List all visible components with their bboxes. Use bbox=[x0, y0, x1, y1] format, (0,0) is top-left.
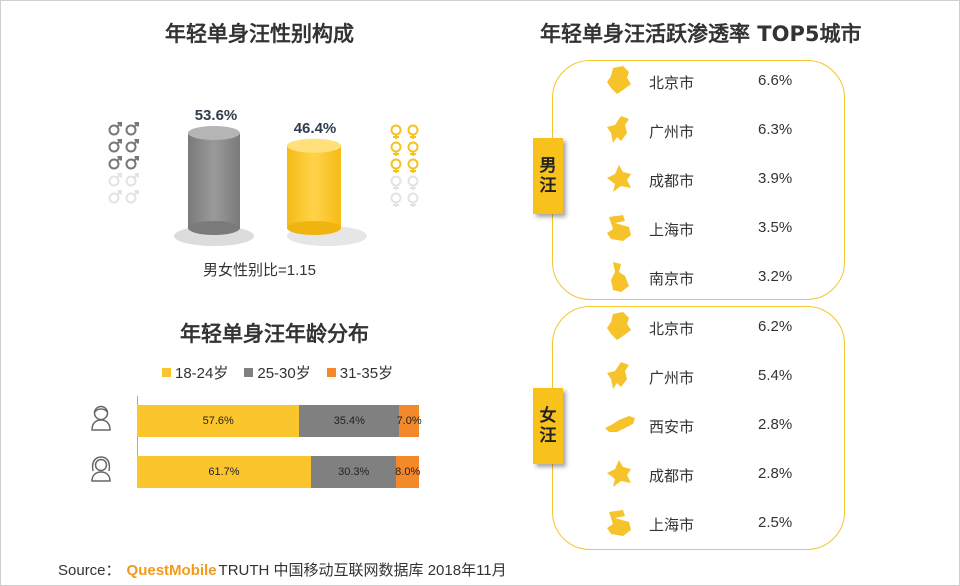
age-legend: 18-24岁 25-30岁 31-35岁 bbox=[162, 362, 393, 383]
sex-ratio-label: 男女性别比=1.15 bbox=[203, 262, 316, 279]
age-bar-male: 57.6% 35.4% 7.0% bbox=[137, 405, 422, 437]
female-city-row: 广州市 5.4% bbox=[553, 357, 843, 397]
female-symbol-icon bbox=[407, 158, 419, 173]
male-symbol-icon bbox=[108, 173, 122, 187]
age-bar-female: 61.7% 30.3% 8.0% bbox=[137, 456, 420, 488]
beijing-map-icon bbox=[607, 66, 631, 94]
male-city-row: 上海市 3.5% bbox=[553, 209, 843, 249]
gender-chart: 53.6% 46.4% bbox=[174, 107, 367, 246]
male-symbol-icon bbox=[125, 122, 139, 136]
age-axis-line bbox=[137, 396, 138, 488]
male-person-icon bbox=[91, 405, 111, 431]
chengdu-map-icon bbox=[607, 165, 631, 192]
shanghai-map-icon bbox=[607, 510, 631, 536]
gender-title: 年轻单身汪性别构成 bbox=[165, 22, 354, 46]
male-city-row: 南京市 3.2% bbox=[553, 258, 843, 298]
male-city-row: 成都市 3.9% bbox=[553, 160, 843, 200]
legend-item-31-35: 31-35岁 bbox=[326, 362, 393, 383]
female-symbols bbox=[390, 124, 419, 207]
age-seg-male-31-35: 7.0% bbox=[397, 405, 422, 437]
male-pct-label: 53.6% bbox=[195, 107, 238, 124]
female-person-icon bbox=[91, 456, 111, 482]
male-symbol-icon bbox=[108, 156, 122, 170]
guangzhou-map-icon bbox=[607, 116, 629, 143]
male-tag: 男汪 bbox=[533, 138, 563, 214]
age-seg-male-25-30: 35.4% bbox=[299, 405, 400, 437]
male-city-row: 北京市 6.6% bbox=[553, 62, 843, 102]
female-tag: 女汪 bbox=[533, 388, 563, 464]
female-bar bbox=[287, 138, 341, 235]
city-name: 南京市 bbox=[649, 270, 695, 288]
source-brand: QuestMobile bbox=[126, 562, 217, 579]
male-symbols bbox=[108, 122, 139, 204]
female-city-row: 上海市 2.5% bbox=[553, 504, 843, 544]
city-name: 北京市 bbox=[649, 74, 695, 92]
city-pct: 6.2% bbox=[758, 318, 793, 335]
cities-title: 年轻单身汪活跃渗透率 TOP5城市 bbox=[540, 22, 862, 46]
city-name: 广州市 bbox=[649, 369, 695, 387]
city-pct: 2.8% bbox=[758, 416, 793, 433]
female-symbol-icon bbox=[390, 192, 402, 207]
age-seg-male-18-24: 57.6% bbox=[137, 405, 300, 437]
female-pct-label: 46.4% bbox=[294, 120, 337, 137]
city-pct: 6.6% bbox=[758, 72, 793, 89]
city-name: 成都市 bbox=[649, 172, 695, 190]
female-symbol-icon bbox=[407, 175, 419, 190]
city-pct: 2.5% bbox=[758, 514, 793, 531]
shanghai-map-icon bbox=[607, 215, 631, 241]
female-symbol-icon bbox=[390, 141, 402, 156]
female-symbol-icon bbox=[407, 141, 419, 156]
male-city-row: 广州市 6.3% bbox=[553, 111, 843, 151]
city-pct: 5.4% bbox=[758, 367, 793, 384]
source-text: TRUTH 中国移动互联网数据库 2018年11月 bbox=[218, 562, 507, 579]
age-seg-female-31-35: 8.0% bbox=[395, 456, 420, 488]
male-cities-box: 北京市 6.6% 广州市 6.3% 成都市 3.9% 上海市 3.5% 南京市 3.2% bbox=[552, 60, 845, 300]
male-symbol-icon bbox=[108, 190, 122, 204]
city-pct: 6.3% bbox=[758, 121, 793, 138]
city-name: 上海市 bbox=[649, 221, 695, 239]
male-symbol-icon bbox=[125, 190, 139, 204]
male-symbol-icon bbox=[125, 173, 139, 187]
age-title: 年轻单身汪年龄分布 bbox=[180, 322, 369, 346]
chengdu-map-icon bbox=[607, 460, 631, 487]
male-symbol-icon bbox=[125, 156, 139, 170]
city-name: 广州市 bbox=[649, 123, 695, 141]
age-seg-female-18-24: 61.7% bbox=[137, 456, 311, 488]
female-city-row: 北京市 6.2% bbox=[553, 308, 843, 348]
female-symbol-icon bbox=[390, 175, 402, 190]
male-symbol-icon bbox=[108, 139, 122, 153]
city-name: 北京市 bbox=[649, 320, 695, 338]
city-name: 上海市 bbox=[649, 516, 695, 534]
male-bar bbox=[188, 126, 240, 235]
female-cities-box: 北京市 6.2% 广州市 5.4% 西安市 2.8% 成都市 2.8% 上海市 2.5% bbox=[552, 306, 845, 550]
source-prefix: Source： bbox=[58, 562, 121, 579]
female-city-row: 成都市 2.8% bbox=[553, 455, 843, 495]
male-symbol-icon bbox=[125, 139, 139, 153]
legend-item-25-30: 25-30岁 bbox=[244, 362, 311, 383]
female-symbol-icon bbox=[390, 158, 402, 173]
age-seg-female-25-30: 30.3% bbox=[310, 456, 397, 488]
nanjing-map-icon bbox=[611, 262, 629, 292]
guangzhou-map-icon bbox=[607, 362, 629, 389]
city-pct: 3.9% bbox=[758, 170, 793, 187]
female-city-row: 西安市 2.8% bbox=[553, 406, 843, 446]
city-pct: 3.2% bbox=[758, 268, 793, 285]
beijing-map-icon bbox=[607, 312, 631, 340]
xian-map-icon bbox=[605, 416, 635, 432]
female-symbol-icon bbox=[407, 192, 419, 207]
city-pct: 3.5% bbox=[758, 219, 793, 236]
city-pct: 2.8% bbox=[758, 465, 793, 482]
source-line: Source： QuestMobile TRUTH 中国移动互联网数据库 2018年… bbox=[58, 559, 507, 580]
city-name: 成都市 bbox=[649, 467, 695, 485]
city-name: 西安市 bbox=[649, 418, 695, 436]
female-symbol-icon bbox=[407, 124, 419, 139]
male-symbol-icon bbox=[108, 122, 122, 136]
legend-item-18-24: 18-24岁 bbox=[162, 362, 228, 383]
female-symbol-icon bbox=[390, 124, 402, 139]
